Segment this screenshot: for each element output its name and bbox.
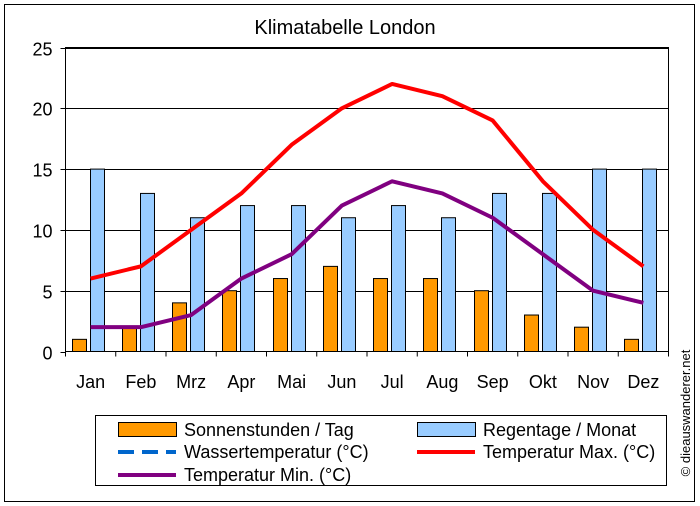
x-tick-label: Apr <box>227 372 255 392</box>
legend-label: Regentage / Monat <box>483 420 636 440</box>
x-tick-label: Mai <box>277 372 306 392</box>
bar-regentage <box>341 217 356 352</box>
gridlines <box>65 48 669 292</box>
bar-sonnenstunden <box>524 314 539 352</box>
x-tick-label: Dez <box>627 372 659 392</box>
x-tick-label: Jan <box>76 372 105 392</box>
x-tick-label: Nov <box>577 372 609 392</box>
bar-sonnenstunden <box>373 278 388 353</box>
x-tick-label: Jul <box>381 372 404 392</box>
bar-sonnenstunden <box>72 338 87 352</box>
bar-sonnenstunden <box>574 326 589 352</box>
legend-swatch <box>118 422 177 437</box>
y-tick-label: 5 <box>42 283 52 303</box>
x-tick-label: Feb <box>125 372 156 392</box>
y-tick-label: 20 <box>32 100 52 120</box>
bar-regentage <box>642 168 657 352</box>
bar-sonnenstunden <box>172 302 187 352</box>
bar-regentage <box>441 217 456 352</box>
chart-title: Klimatabelle London <box>254 17 435 39</box>
bar-sonnenstunden <box>273 278 288 353</box>
bar-sonnenstunden <box>423 278 438 353</box>
series-line-temperatur <box>90 179 644 330</box>
bar-regentage <box>291 205 306 352</box>
line-series <box>90 81 645 330</box>
x-tick-label: Okt <box>529 372 557 392</box>
legend-label: Sonnenstunden / Tag <box>184 420 354 440</box>
legend-label: Temperatur Max. (°C) <box>483 442 655 462</box>
y-tick-label: 0 <box>42 344 52 364</box>
bar-regentage <box>592 168 607 352</box>
watermark: © dieauswanderer.net <box>678 349 693 476</box>
legend: Sonnenstunden / Tag Regentage / Monat Wass… <box>95 415 667 486</box>
y-tick-label: 10 <box>32 222 52 242</box>
series-line-temperatur <box>90 81 645 281</box>
y-axis-ticks: 0 5 10 15 20 25 <box>32 40 66 364</box>
bar-sonnenstunden <box>323 265 338 353</box>
bar-sonnenstunden <box>624 338 639 352</box>
x-tick-label: Jun <box>327 372 356 392</box>
y-tick-label: 15 <box>32 161 52 181</box>
y-tick-label: 25 <box>32 40 52 60</box>
legend-label: Wassertemperatur (°C) <box>184 442 369 462</box>
legend-box <box>95 415 667 486</box>
bar-series <box>72 168 657 353</box>
bar-sonnenstunden <box>474 290 489 353</box>
bar-sonnenstunden <box>122 326 137 352</box>
bar-regentage <box>542 192 557 352</box>
bar-regentage <box>190 217 205 352</box>
bar-regentage <box>90 168 105 352</box>
x-axis-ticks: Jan Feb Mrz Apr Mai Jun Jul Aug Sep Okt Nov Dez <box>65 351 669 392</box>
x-tick-label: Aug <box>426 372 458 392</box>
legend-swatch <box>417 422 476 437</box>
x-tick-label: Sep <box>477 372 509 392</box>
bar-regentage <box>391 205 406 352</box>
legend-label: Temperatur Min. (°C) <box>184 465 351 485</box>
bar-sonnenstunden <box>222 290 237 353</box>
x-tick-label: Mrz <box>176 372 206 392</box>
